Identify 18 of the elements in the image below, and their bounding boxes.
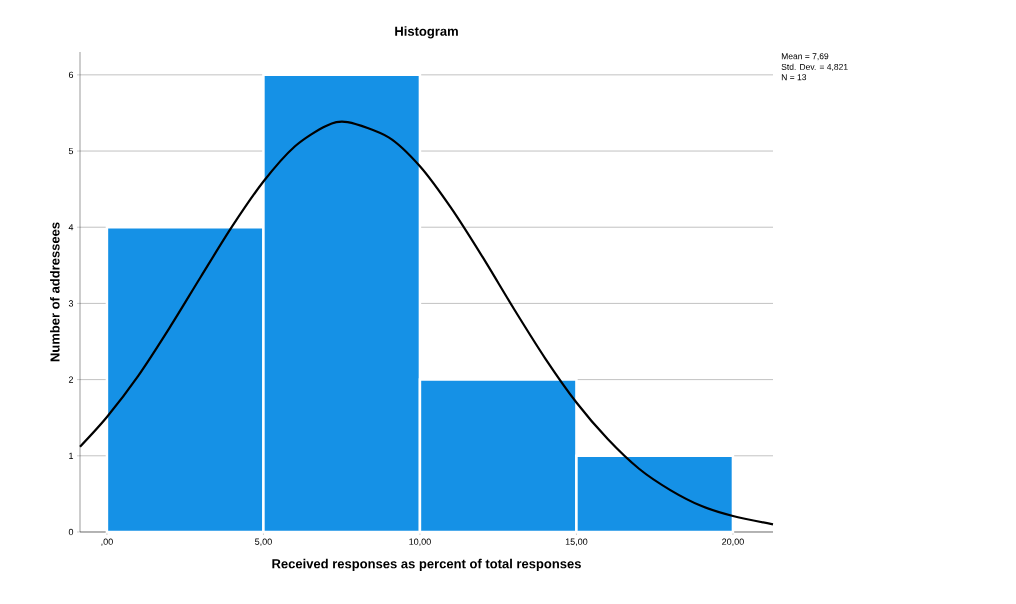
x-tick-label: ,00 — [101, 538, 113, 546]
y-tick-label: 3 — [68, 300, 74, 307]
x-tick-label: 15,00 — [565, 538, 588, 546]
x-axis-title: Received responses as percent of total responses — [272, 558, 581, 571]
y-tick-label: 6 — [68, 71, 74, 79]
y-axis-title: Number of addressees — [50, 222, 60, 362]
chart-title: Histogram — [395, 26, 458, 39]
y-tick-label: 5 — [68, 147, 74, 155]
text: Std. Dev. = 4,821 — [781, 63, 848, 71]
y-tick-label: 4 — [68, 224, 74, 231]
text: Mean = 7,69 — [781, 53, 829, 61]
x-tick-label: 10,00 — [409, 538, 431, 546]
x-tick-label: 5,00 — [255, 538, 272, 546]
y-tick-label: 1 — [69, 452, 74, 459]
text: N = 13 — [781, 74, 807, 81]
x-tick-label: 20,00 — [722, 538, 744, 546]
y-tick-label: 2 — [68, 376, 74, 383]
y-tick-label: 0 — [68, 528, 74, 536]
